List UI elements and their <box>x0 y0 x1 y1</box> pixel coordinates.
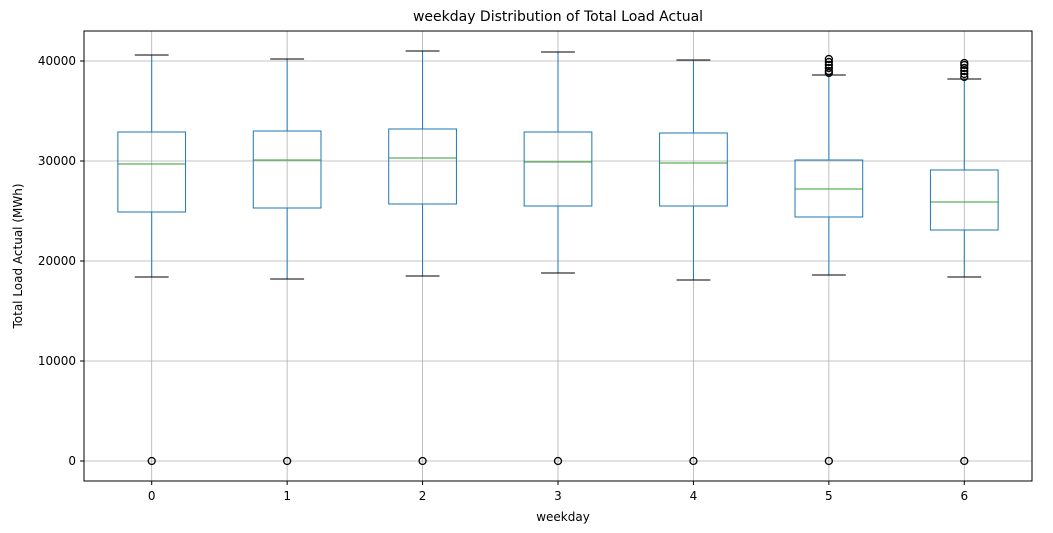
y-tick-label: 0 <box>68 454 76 468</box>
outlier-point <box>960 69 969 79</box>
box-weekday-5 <box>794 54 864 466</box>
x-tick-label: 4 <box>690 489 698 503</box>
outlier-point <box>960 58 969 68</box>
iqr-box <box>659 132 728 207</box>
y-tick-label: 10000 <box>38 354 76 368</box>
y-tick-label: 40000 <box>38 54 76 68</box>
x-tick-label: 2 <box>419 489 427 503</box>
iqr-box <box>252 130 322 209</box>
x-tick-label: 5 <box>825 489 833 503</box>
x-tick-label: 3 <box>554 489 562 503</box>
outlier-point <box>824 66 834 76</box>
box-weekday-4 <box>659 59 728 466</box>
x-tick-label: 6 <box>960 489 968 503</box>
chart-title: weekday Distribution of Total Load Actua… <box>413 9 703 25</box>
outlier-point <box>282 456 292 466</box>
x-tick-label: 0 <box>148 489 156 503</box>
box-weekday-1 <box>252 58 322 466</box>
outlier-point <box>689 456 698 466</box>
iqr-box <box>523 131 593 207</box>
outlier-point <box>418 456 427 466</box>
outlier-point <box>824 63 834 73</box>
boxes <box>117 50 999 466</box>
y-axis-ticks: 0 10000 20000 30000 40000 <box>38 54 84 468</box>
outlier-point <box>824 60 834 70</box>
iqr-box <box>117 131 187 213</box>
x-tick-label: 1 <box>283 489 291 503</box>
outlier-point <box>824 54 834 64</box>
y-tick-label: 20000 <box>38 254 76 268</box>
outlier-point <box>824 57 834 67</box>
box-weekday-6 <box>929 58 999 466</box>
outlier-point <box>824 456 834 466</box>
outlier-point <box>147 456 156 466</box>
y-axis-label: Total Load Actual (MWh) <box>11 183 25 329</box>
outlier-point <box>960 66 969 76</box>
outlier-point <box>960 72 969 82</box>
outlier-point <box>960 456 969 466</box>
outlier-point <box>960 63 969 73</box>
box-weekday-0 <box>117 54 187 466</box>
y-tick-label: 30000 <box>38 154 76 168</box>
iqr-box <box>929 169 999 231</box>
box-weekday-2 <box>388 50 457 466</box>
box-weekday-3 <box>523 51 593 466</box>
outlier-point <box>553 456 563 466</box>
x-axis-ticks: 0 1 2 3 4 5 6 <box>148 481 968 503</box>
iqr-box <box>388 128 457 205</box>
x-axis-label: weekday <box>536 510 590 524</box>
